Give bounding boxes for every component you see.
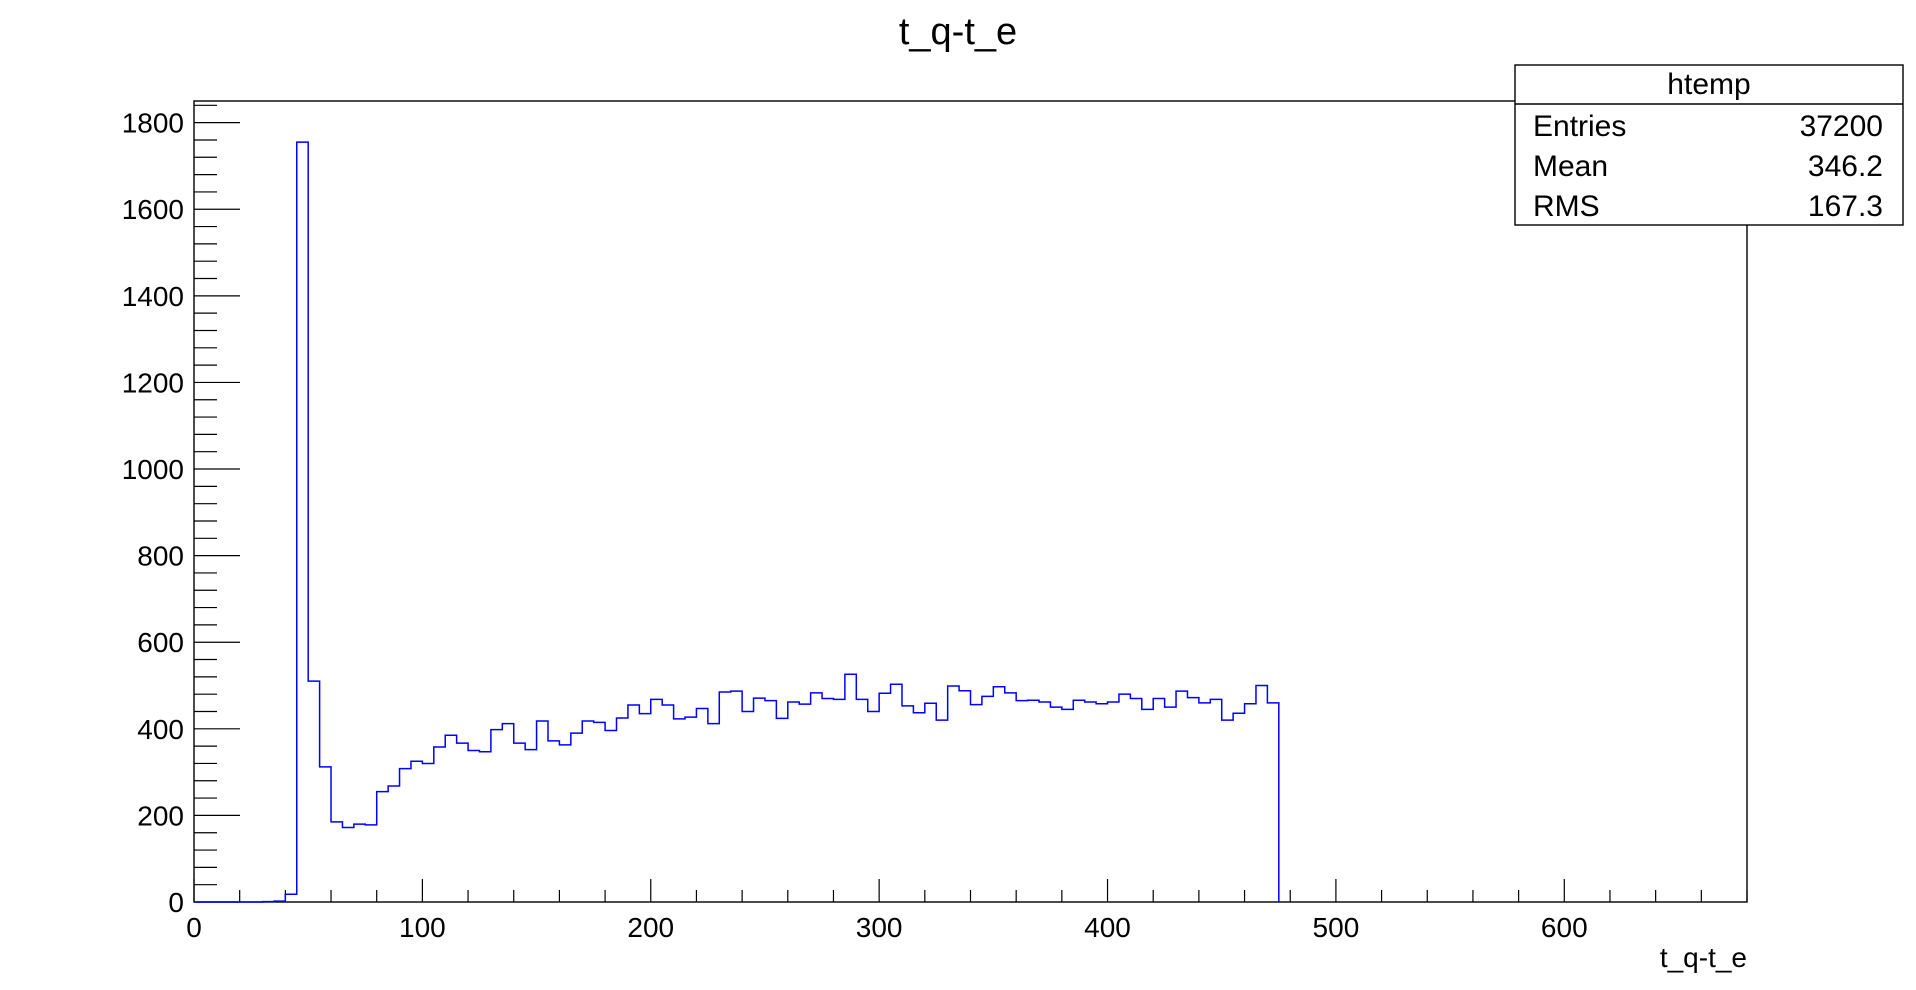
stats-entries-value: 37200 xyxy=(1800,110,1883,143)
chart-title: t_q-t_e xyxy=(899,11,1017,53)
x-tick-label: 300 xyxy=(856,912,903,943)
x-tick-label: 600 xyxy=(1541,912,1588,943)
stats-entries-label: Entries xyxy=(1533,110,1626,143)
y-tick-label: 1600 xyxy=(122,194,184,225)
y-tick-label: 1800 xyxy=(122,108,184,139)
x-tick-label: 0 xyxy=(186,912,202,943)
y-tick-label: 0 xyxy=(168,887,184,918)
x-tick-label: 100 xyxy=(399,912,446,943)
y-tick-label: 200 xyxy=(137,800,184,831)
stats-mean-value: 346.2 xyxy=(1808,150,1883,183)
stats-rms-value: 167.3 xyxy=(1808,190,1883,223)
y-axis: 0 200 400 600 800 1000 1200 1400 1600 1800 xyxy=(122,104,240,918)
x-tick-label: 500 xyxy=(1313,912,1360,943)
x-axis-label: t_q-t_e xyxy=(1660,942,1747,973)
plot-frame xyxy=(193,100,1748,903)
x-tick-label: 200 xyxy=(627,912,674,943)
y-tick-label: 800 xyxy=(137,541,184,572)
stats-box-title: htemp xyxy=(1667,68,1750,101)
x-axis: 0 100 200 300 400 500 600 xyxy=(186,879,1748,943)
y-tick-label: 400 xyxy=(137,714,184,745)
stats-mean-label: Mean xyxy=(1533,150,1608,183)
y-tick-label: 1200 xyxy=(122,367,184,398)
x-tick-label: 400 xyxy=(1084,912,1131,943)
stats-box-frame xyxy=(1514,64,1904,226)
stats-rms-label: RMS xyxy=(1533,190,1600,223)
y-tick-label: 600 xyxy=(137,627,184,658)
histogram-line xyxy=(194,141,1280,903)
y-tick-label: 1400 xyxy=(122,281,184,312)
stats-box: htemp Entries 37200 Mean 346.2 RMS 167.3 xyxy=(1514,64,1904,226)
y-tick-label: 1000 xyxy=(122,454,184,485)
